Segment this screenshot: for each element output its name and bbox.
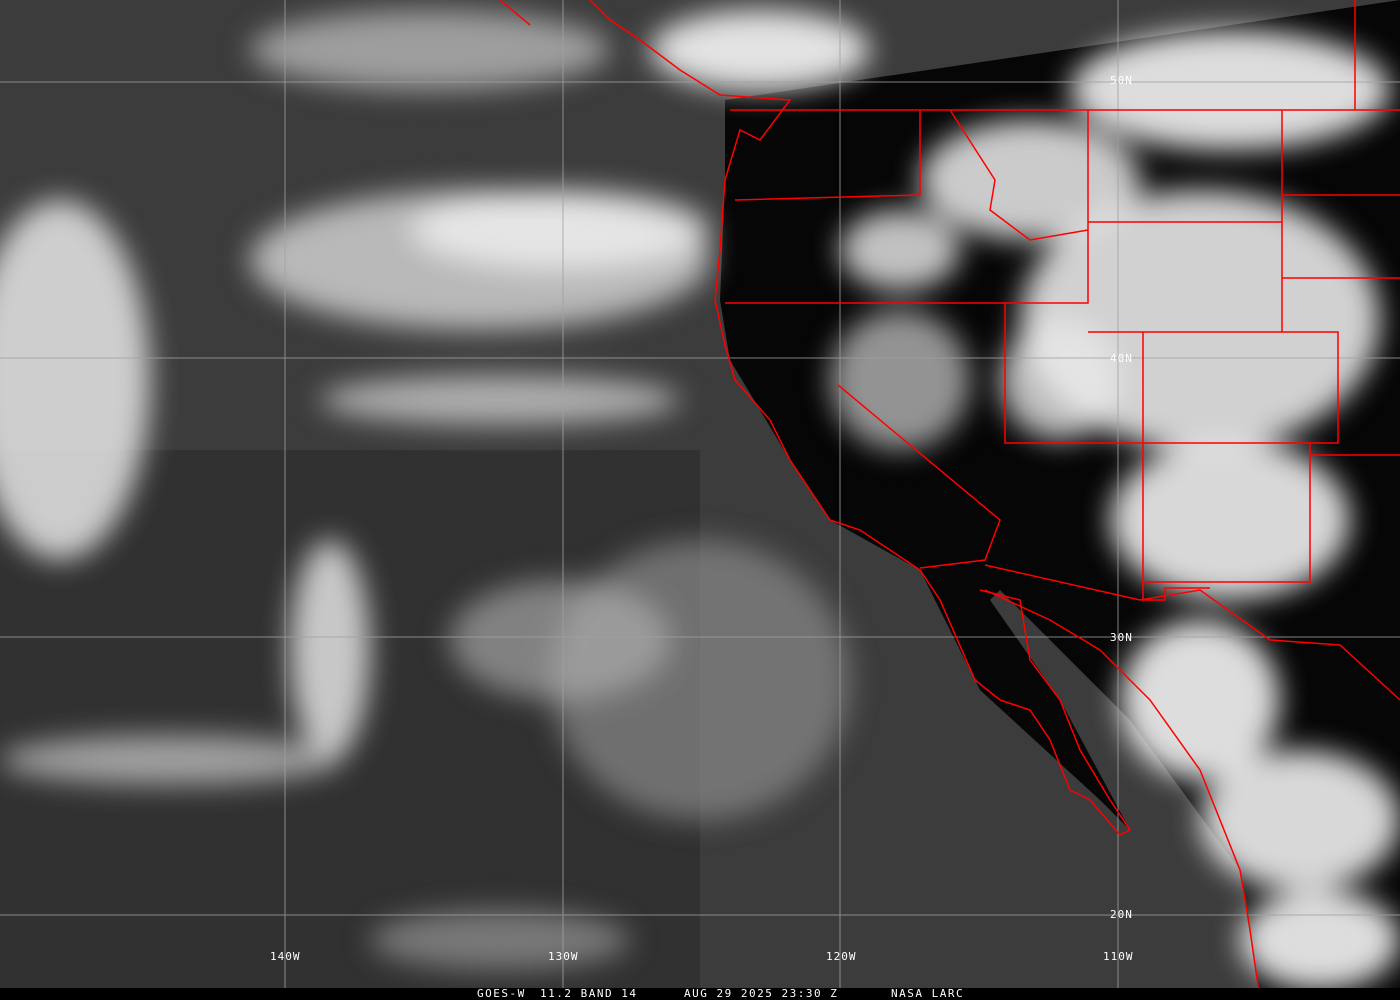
lat-label-30n: 30N <box>1110 631 1133 644</box>
channel-info: 11.2 BAND 14 <box>540 987 638 1000</box>
cloud-cover <box>0 10 1400 990</box>
caption-bar: GOES-W 11.2 BAND 14 AUG 29 2025 23:30 Z … <box>0 988 1400 1000</box>
lon-label-110w: 110W <box>1103 950 1134 963</box>
lon-label-130w: 130W <box>548 950 579 963</box>
state-borders <box>725 0 1400 601</box>
lon-label-120w: 120W <box>826 950 857 963</box>
lat-label-50n: 50N <box>1110 74 1133 87</box>
coastline <box>499 0 1261 1000</box>
us-mexico-border <box>984 564 1400 701</box>
timestamp: AUG 29 2025 23:30 Z <box>684 987 839 1000</box>
credit: NASA LARC <box>891 987 965 1000</box>
lat-label-40n: 40N <box>1110 352 1133 365</box>
political-borders <box>499 0 1400 1000</box>
satellite-name: GOES-W <box>477 987 526 1000</box>
lon-label-140w: 140W <box>270 950 301 963</box>
lat-label-20n: 20N <box>1110 908 1133 921</box>
